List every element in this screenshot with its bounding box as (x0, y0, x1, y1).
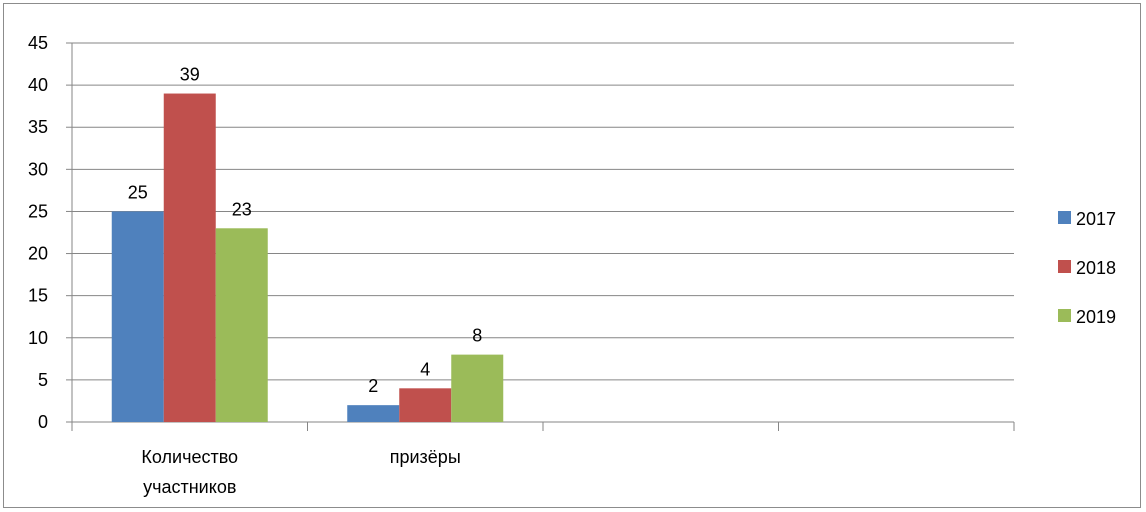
y-tick-label: 30 (28, 159, 48, 179)
legend-swatch-2019 (1058, 309, 1071, 322)
legend-label: 2018 (1076, 258, 1116, 278)
y-tick-label: 15 (28, 286, 48, 306)
y-tick-label: 35 (28, 117, 48, 137)
y-tick-label: 40 (28, 75, 48, 95)
y-tick-label: 10 (28, 328, 48, 348)
bar-2017 (347, 405, 400, 422)
data-label: 39 (180, 65, 200, 85)
x-category-label: призёры (390, 447, 461, 467)
legend-label: 2017 (1076, 209, 1116, 229)
bar-2017 (111, 211, 164, 422)
y-tick-label: 45 (28, 33, 48, 53)
legend: 2017 2018 2019 (1058, 209, 1116, 327)
bars (111, 93, 504, 423)
legend-swatch-2017 (1058, 211, 1071, 224)
legend-swatch-2018 (1058, 260, 1071, 273)
bar-2019 (215, 228, 268, 422)
bar-2019 (451, 354, 504, 422)
x-category-label: участников (143, 477, 236, 497)
data-label: 23 (232, 199, 252, 219)
x-category-label: Количество (141, 447, 238, 467)
y-tick-label: 20 (28, 244, 48, 264)
data-label: 2 (368, 376, 378, 396)
y-tick-label: 25 (28, 201, 48, 221)
data-label: 4 (420, 359, 430, 379)
axes: 0 5 10 15 20 25 30 35 40 45 Количество участников пр… (28, 33, 1015, 497)
data-label: 25 (128, 182, 148, 202)
bar-2018 (163, 93, 216, 423)
y-tick-label: 0 (38, 412, 48, 432)
legend-label: 2019 (1076, 307, 1116, 327)
data-label: 8 (472, 326, 482, 346)
y-tick-label: 5 (38, 370, 48, 390)
data-labels: 25 39 23 2 4 8 (128, 65, 483, 397)
bar-2018 (399, 388, 452, 422)
